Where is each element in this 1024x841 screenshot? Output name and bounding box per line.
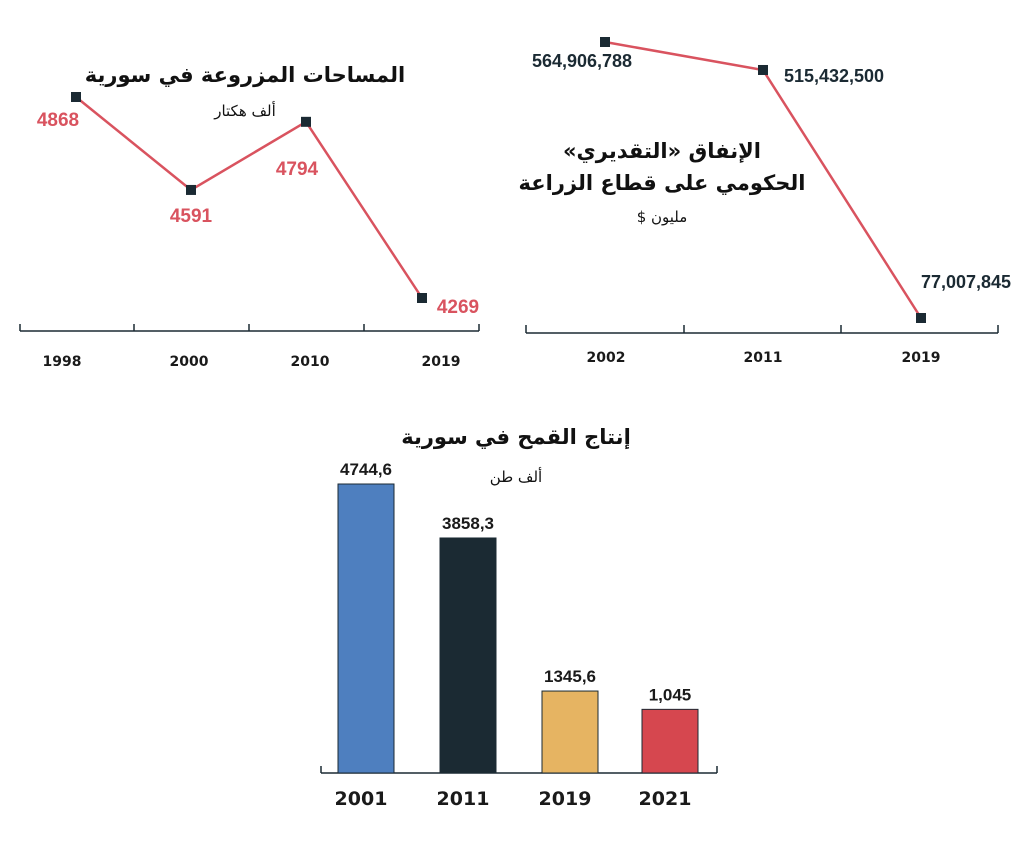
chart2-data-label: 564,906,788 (532, 51, 632, 71)
chart1-x-tick-label: 2000 (170, 354, 209, 370)
chart2-point (600, 37, 610, 47)
chart2-point (916, 313, 926, 323)
chart1-data-label: 4794 (276, 159, 319, 180)
chart3-data-label: 1345,6 (544, 667, 596, 686)
chart1-point (71, 92, 81, 102)
chart1-point (417, 293, 427, 303)
chart1-point (301, 116, 311, 127)
chart3-bar (337, 483, 395, 774)
chart-gov-spending: الإنفاق «التقديري» الحكومي على قطاع الزر… (519, 37, 1011, 366)
chart3-title: إنتاج القمح في سورية (401, 425, 631, 450)
chart-cultivated-area: المساحات المزروعة في سورية ألف هكتار 199… (19, 63, 480, 370)
chart1-point (186, 184, 196, 195)
chart3-bar (641, 708, 699, 774)
chart2-x-tick-label: 2002 (587, 350, 626, 366)
chart3-x-tick-label: 2011 (437, 788, 490, 810)
chart-wheat-production: إنتاج القمح في سورية ألف طن 4744,6 3858,3… (320, 425, 718, 810)
chart2-data-label: 515,432,500 (784, 66, 884, 86)
chart2-title-line1: الإنفاق «التقديري» (563, 139, 761, 164)
chart3-x-tick-label: 2001 (335, 788, 388, 810)
chart3-subtitle: ألف طن (490, 467, 542, 486)
chart3-data-label: 4744,6 (340, 460, 392, 479)
chart3-x-tick-label: 2021 (639, 788, 692, 810)
chart2-x-tick-label: 2011 (744, 350, 783, 366)
chart1-data-label: 4591 (170, 206, 213, 227)
chart3-bar (541, 690, 599, 774)
chart3-data-label: 1,045 (649, 685, 692, 704)
chart1-x-tick-label: 2019 (422, 354, 461, 370)
chart1-data-label: 4868 (37, 110, 79, 131)
chart3-bar (439, 537, 497, 774)
chart2-data-label: 77,007,845 (921, 272, 1011, 292)
chart3-data-label: 3858,3 (442, 514, 494, 533)
chart1-data-label: 4269 (437, 297, 479, 318)
chart3-x-tick-label: 2019 (539, 788, 592, 810)
chart1-subtitle: ألف هكتار (213, 101, 276, 120)
chart1-title: المساحات المزروعة في سورية (85, 63, 405, 87)
chart1-x-tick-label: 1998 (43, 354, 82, 370)
chart2-x-tick-label: 2019 (902, 350, 941, 366)
chart2-title-line2: الحكومي على قطاع الزراعة (519, 171, 806, 195)
chart2-point (758, 64, 768, 75)
chart1-x-tick-label: 2010 (291, 354, 330, 370)
chart1-series-line (75, 96, 424, 299)
chart2-subtitle: مليون $ (637, 208, 688, 226)
